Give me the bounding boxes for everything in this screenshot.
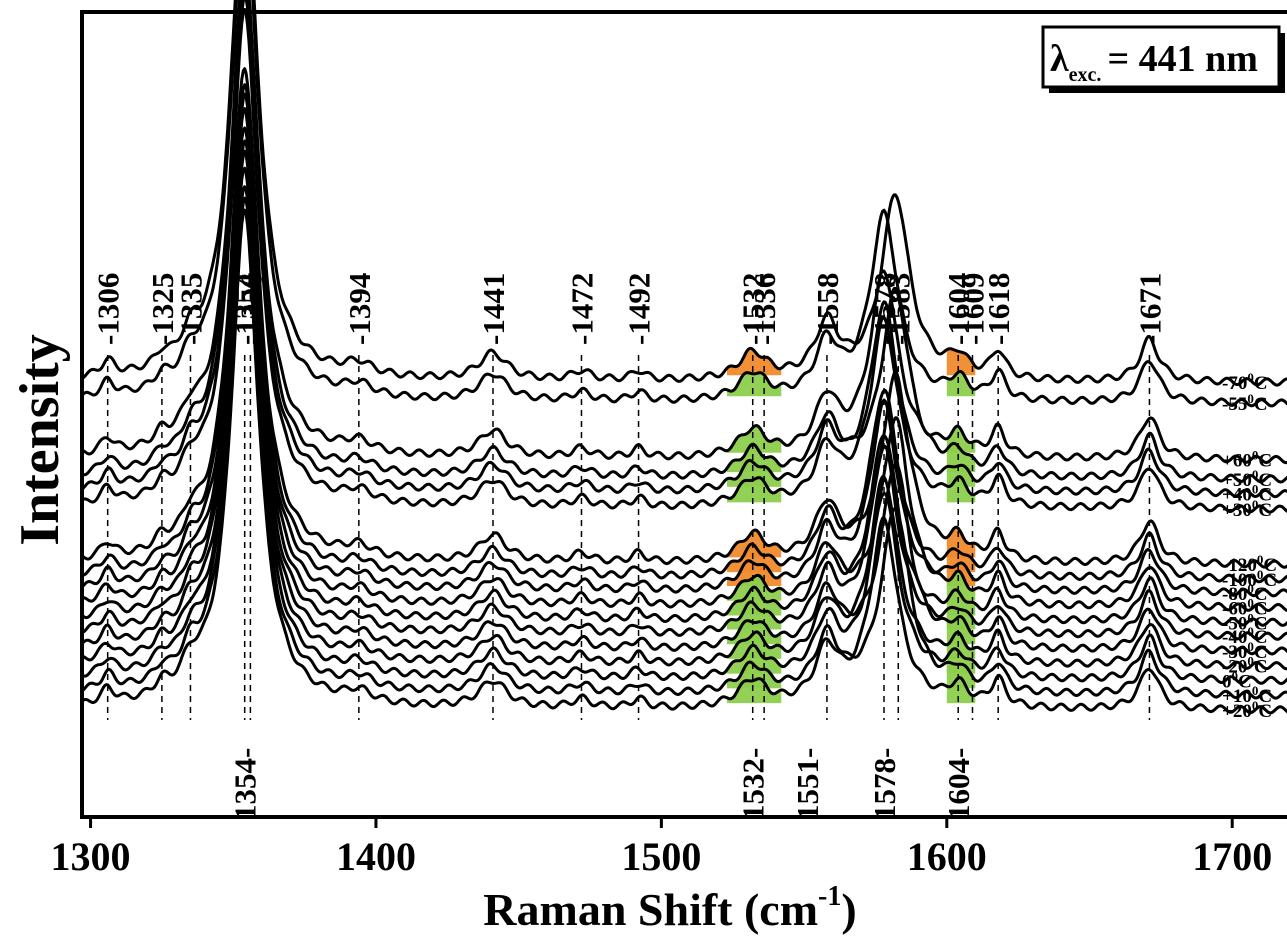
peak-label-1532: -1532 <box>736 273 771 345</box>
x-tick-label-1300: 1300 <box>51 834 131 879</box>
band-16-0 <box>727 678 782 704</box>
peak-label-1335: -1335 <box>173 273 208 345</box>
peak-label-1536: -1536 <box>747 273 782 345</box>
peak-label-bottom-1578: 1578- <box>867 748 902 820</box>
spectrum-line-6 <box>81 67 1287 569</box>
spectrum-line-15 <box>81 196 1287 700</box>
temperature-label-10: -500C <box>1222 610 1268 634</box>
temperature-label-6: -1200C <box>1222 552 1277 576</box>
peak-label-bottom-1604: 1604- <box>941 748 976 820</box>
x-tick-label-1500: 1500 <box>621 834 701 879</box>
peak-label-1609: -1609 <box>955 273 990 345</box>
peak-label-1492: -1492 <box>622 273 657 345</box>
x-axis-label: Raman Shift (cm-1) <box>483 881 856 935</box>
temperature-label-5: +300C <box>1222 497 1272 521</box>
band-7-0 <box>727 544 782 573</box>
band-15-0 <box>727 662 782 689</box>
peak-label-1306: -1306 <box>91 273 126 345</box>
spectrum-line-14 <box>81 185 1287 685</box>
x-axis: 1300 1400 1500 1600 1700 <box>51 817 1272 879</box>
annotation-box <box>1041 25 1281 89</box>
band-8-0 <box>727 560 782 586</box>
temperature-label-15: +100C <box>1222 683 1272 707</box>
spectrum-line-2 <box>81 0 1287 465</box>
band-0-1 <box>946 348 976 376</box>
peak-label-1604: -1604 <box>941 273 976 345</box>
peak-label-1472: -1472 <box>564 273 599 345</box>
spectrum-line-16 <box>81 208 1287 715</box>
band-10-0 <box>727 587 782 616</box>
peak-label-1441: -1441 <box>476 273 511 345</box>
peak-labels: -1306 -1325-1335 -1354-1356 -1394 -1441 -1472… <box>91 273 1168 820</box>
band-3-0 <box>727 444 782 473</box>
spectrum-line-10 <box>81 126 1287 627</box>
temperature-labels: -700C-550C +600C+500C+400C+300C -1200C-100… <box>1222 370 1277 722</box>
band-5-0 <box>727 477 782 503</box>
peak-label-1356: -1356 <box>233 273 268 345</box>
plot-frame <box>80 10 1287 819</box>
temperature-label-16: +200C <box>1222 698 1272 722</box>
band-14-0 <box>727 645 782 674</box>
peak-label-1618: -1618 <box>981 273 1016 345</box>
spectra-layer <box>80 0 1287 715</box>
peak-label-1354: -1354 <box>228 273 263 345</box>
peak-label-1583: -1583 <box>881 273 916 345</box>
band-11-0 <box>727 601 782 630</box>
band-1-0 <box>727 372 782 397</box>
spectrum-line-1 <box>80 0 1287 408</box>
y-axis-label: Intensity <box>9 334 71 546</box>
spectrum-line-4 <box>80 0 1287 499</box>
peak-label-bottom-1551: 1551- <box>790 748 825 820</box>
spectrum-line-11 <box>81 139 1287 641</box>
spectrum-line-12 <box>80 149 1287 656</box>
temperature-label-0: -700C <box>1222 370 1268 394</box>
spectrum-line-13 <box>81 166 1287 671</box>
temperature-label-11: -400C <box>1222 624 1268 648</box>
temperature-label-8: -800C <box>1222 581 1268 605</box>
spectrum-line-8 <box>80 92 1287 598</box>
temperature-label-7: -1000C <box>1222 567 1277 591</box>
band-3-1 <box>946 443 976 473</box>
spectrum-line-5 <box>81 7 1287 514</box>
band-2-0 <box>727 425 782 453</box>
temperature-label-12: -300C <box>1222 639 1268 663</box>
spectrum-line-0 <box>81 0 1287 387</box>
spectrum-line-3 <box>81 0 1287 484</box>
peak-label-1325: -1325 <box>145 273 180 345</box>
temperature-label-9: -600C <box>1222 596 1268 620</box>
temperature-label-2: +600C <box>1222 448 1272 472</box>
peak-label-1394: -1394 <box>342 273 377 345</box>
temperature-label-4: +400C <box>1222 482 1272 506</box>
spectrum-line-9 <box>81 107 1287 612</box>
x-tick-label-1400: 1400 <box>336 834 416 879</box>
peak-label-1558: -1558 <box>810 273 845 345</box>
spectrum-line-7 <box>81 83 1287 584</box>
band-4-0 <box>727 460 782 487</box>
guide-layer <box>106 355 1151 720</box>
annotation-text: λexc. = 441 nm <box>1050 38 1258 86</box>
peak-label-1671: -1671 <box>1132 273 1167 345</box>
band-0-0 <box>727 348 782 376</box>
temperature-label-14: 00C <box>1222 668 1252 692</box>
x-tick-label-1600: 1600 <box>907 834 987 879</box>
temperature-label-13: -200C <box>1222 654 1268 678</box>
temperature-label-3: +500C <box>1222 467 1272 491</box>
peak-label-bottom-1354: 1354- <box>228 748 263 820</box>
excitation-annotation: λexc. = 441 nm <box>1041 25 1285 93</box>
temperature-label-1: -550C <box>1222 391 1268 415</box>
peak-label-1578: -1578 <box>867 273 902 345</box>
x-tick-label-1700: 1700 <box>1192 834 1272 879</box>
peak-label-bottom-1532: 1532- <box>736 748 771 820</box>
